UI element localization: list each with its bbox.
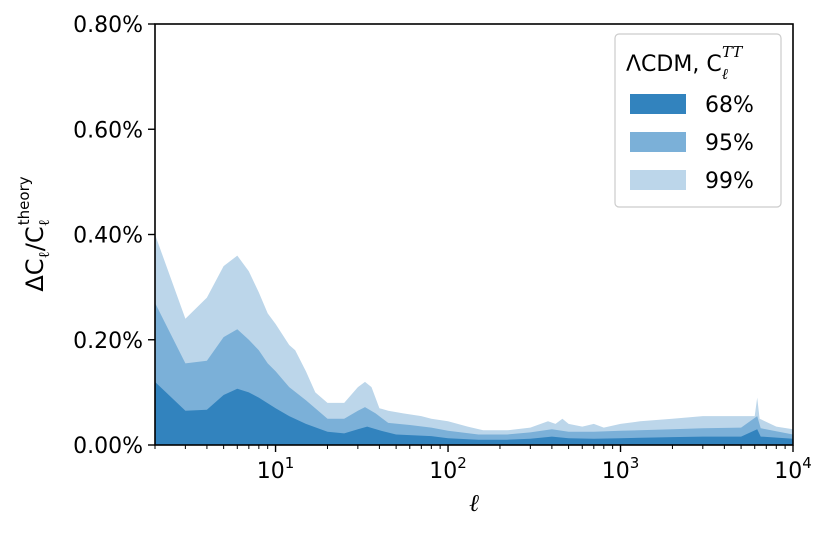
y-tick-label: 0.40% [73, 224, 143, 249]
area-series-group [155, 234, 793, 445]
svg-text:ΔCℓ/Cℓtheory: ΔCℓ/Cℓtheory [15, 176, 53, 291]
x-tick-label: 104 [774, 454, 812, 484]
legend-title-sup: TT [722, 43, 743, 61]
y-tick-label: 0.00% [73, 434, 143, 459]
x-axis-ticks: 101 102 103 104 [154, 445, 812, 484]
area-series-95pct [155, 302, 793, 445]
y-tick-label: 0.80% [73, 13, 143, 38]
legend-title-main: ΛCDM, C [626, 52, 722, 77]
y-axis-ticks: 0.00% 0.20% 0.40% 0.60% 0.80% [73, 13, 155, 459]
y-tick-label: 0.20% [73, 329, 143, 354]
legend-swatch [630, 170, 686, 190]
y-label-delta-c: ΔC [21, 258, 49, 291]
area-series-99pct [155, 234, 793, 445]
y-label-ell-sub2: ℓ [35, 219, 53, 226]
y-label-ell-sub: ℓ [35, 251, 53, 258]
legend: ΛCDM, Cℓ TT 68% 95% 99% [614, 33, 782, 208]
y-label-theory-sup: theory [15, 176, 33, 225]
x-axis-label: ℓ [469, 489, 479, 517]
x-tick-label: 103 [602, 454, 640, 484]
legend-label: 68% [705, 93, 754, 118]
y-label-c: C [21, 226, 49, 243]
x-tick-label: 102 [429, 454, 467, 484]
area-series-68pct [155, 381, 793, 445]
legend-items: 68% 95% 99% [630, 93, 754, 194]
y-axis-label: ΔCℓ/Cℓtheory [15, 176, 53, 291]
legend-swatch [630, 94, 686, 114]
y-tick-label: 0.60% [73, 118, 143, 143]
legend-swatch [630, 132, 686, 152]
legend-title: ΛCDM, Cℓ TT [626, 43, 743, 83]
x-tick-label: 101 [257, 454, 295, 484]
legend-label: 99% [705, 169, 754, 194]
y-label-slash: / [21, 242, 49, 251]
legend-title-sub: ℓ [722, 65, 728, 83]
legend-box [614, 33, 782, 208]
legend-label: 95% [705, 131, 754, 156]
